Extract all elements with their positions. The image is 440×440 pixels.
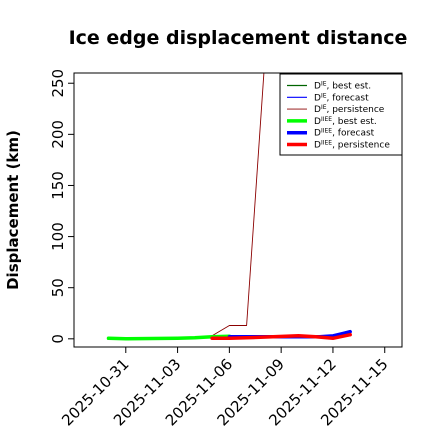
series-line-6 <box>210 332 352 341</box>
y-tick-label: 100 <box>49 222 67 251</box>
chart-title: Ice edge displacement distance <box>69 27 408 49</box>
series-group <box>106 73 352 341</box>
series-line-3 <box>211 73 265 337</box>
legend-entry-3: DIE, persistence <box>314 104 385 115</box>
y-axis-label: Displacement (km) <box>4 130 22 290</box>
y-tick-label: 200 <box>49 120 67 149</box>
legend-entry-5: DIIEE, forecast <box>314 128 375 139</box>
legend-box <box>279 73 403 156</box>
y-tick-label: 150 <box>49 171 67 200</box>
y-tick-label: 0 <box>49 334 67 344</box>
y-tick-label: 250 <box>49 69 67 98</box>
legend-entry-6: DIIEE, persistence <box>314 140 390 151</box>
y-tick-label: 50 <box>49 278 67 297</box>
plot-frame <box>73 72 403 348</box>
legend-entry-2: DIE, forecast <box>314 92 369 103</box>
legend-entry-1: DIE, best est. <box>314 81 371 92</box>
legend-entry-4: DIIEE, best est. <box>314 116 377 127</box>
